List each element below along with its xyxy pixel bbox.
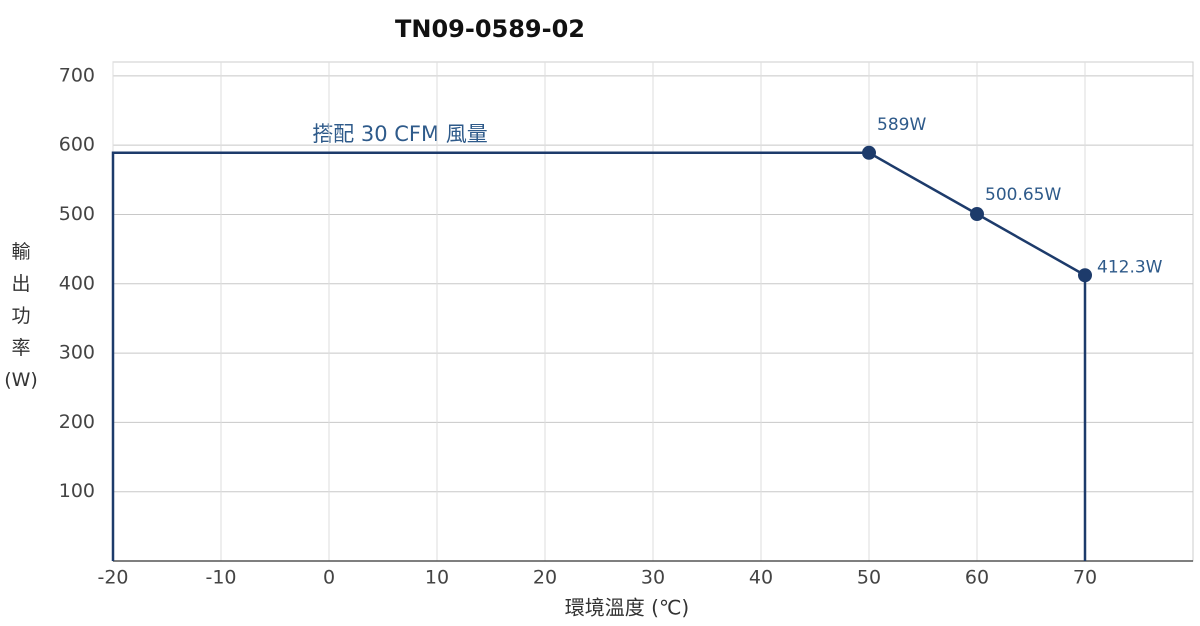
x-tick-label: 10 xyxy=(425,567,449,589)
x-axis-label: 環境溫度 (℃) xyxy=(565,596,689,620)
y-tick-label: 400 xyxy=(59,272,95,294)
x-tick-label: 30 xyxy=(641,567,665,589)
chart-title: TN09-0589-02 xyxy=(395,15,585,43)
annotation: 搭配 30 CFM 風量 xyxy=(312,122,488,146)
data-point xyxy=(1078,268,1092,283)
data-label: 589W xyxy=(877,115,926,135)
x-tick-label: 0 xyxy=(323,567,335,589)
x-tick-label: -10 xyxy=(205,567,236,589)
data-line xyxy=(111,151,1087,561)
x-tick-label: 20 xyxy=(533,567,557,589)
y-tick-label: 100 xyxy=(59,480,95,502)
y-tick-label: 700 xyxy=(59,64,95,86)
data-point xyxy=(862,145,876,160)
x-tick-label: 70 xyxy=(1073,567,1097,589)
y-tick-label: 200 xyxy=(59,411,95,433)
data-label: 500.65W xyxy=(985,185,1061,205)
x-tick-label: 60 xyxy=(965,567,989,589)
data-label: 412.3W xyxy=(1097,257,1163,277)
data-point xyxy=(970,207,984,222)
x-tick-label: 50 xyxy=(857,567,881,589)
y-tick-label: 600 xyxy=(59,134,95,156)
y-axis-label: 輸出功率(W) xyxy=(4,241,38,391)
y-tick-label: 500 xyxy=(59,203,95,225)
y-tick-label: 300 xyxy=(59,342,95,364)
x-tick-label: -20 xyxy=(97,567,128,589)
x-tick-label: 40 xyxy=(749,567,773,589)
